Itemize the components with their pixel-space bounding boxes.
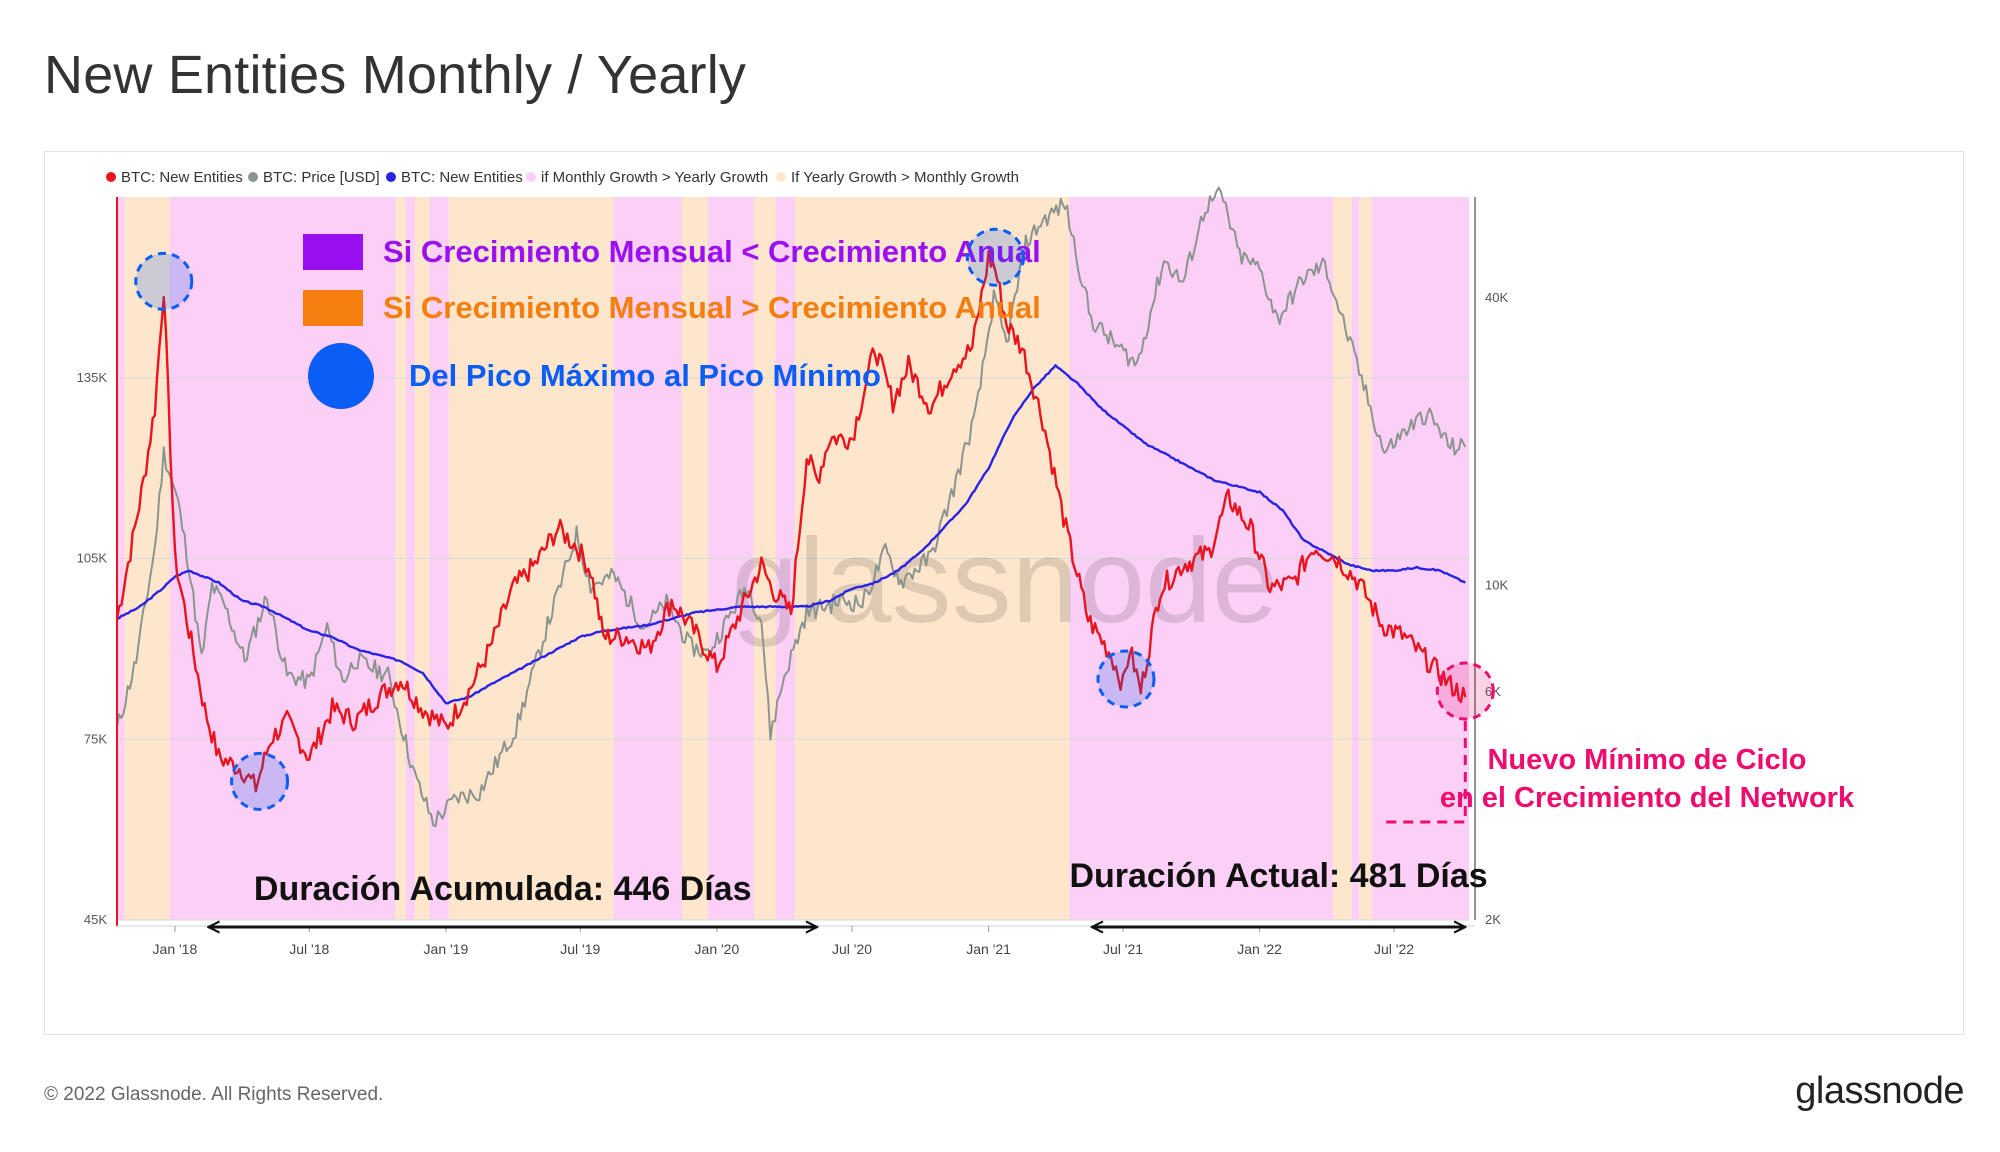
x-tick-label: Jul '19 — [560, 941, 600, 957]
chart-legend: BTC: New Entities BTC: Price [USD] BTC: Ne… — [106, 169, 1019, 186]
legend-label: BTC: Price [USD] — [263, 169, 380, 186]
legend-label: if Monthly Growth > Yearly Growth — [541, 169, 768, 186]
price-usd-line — [116, 186, 1467, 828]
legend-label: BTC: New Entities — [121, 169, 243, 186]
x-tick-label: Jan '21 — [966, 941, 1011, 957]
purple-legend-text: Si Crecimiento Mensual < Crecimiento Anu… — [383, 234, 1041, 269]
page-title: New Entities Monthly / Yearly — [44, 45, 747, 105]
copyright-text: © 2022 Glassnode. All Rights Reserved. — [44, 1084, 384, 1105]
legend-marker — [776, 172, 786, 182]
duration-label: Duración Acumulada: 446 Días — [254, 870, 752, 908]
x-tick-label: Jul '21 — [1103, 941, 1143, 957]
orange-swatch — [303, 290, 363, 326]
cycle-low-connector — [1383, 721, 1467, 824]
annotations: Si Crecimiento Mensual < Crecimiento Anu… — [134, 227, 1855, 927]
y-left-tick-label: 105K — [77, 551, 108, 566]
chart-svg: glassnode 45K75K105K135K2K6K10K40KJan '1… — [77, 169, 1855, 957]
blue-dot-swatch — [308, 343, 374, 409]
x-tick-label: Jan '18 — [153, 941, 198, 957]
purple-swatch — [303, 234, 363, 270]
legend-marker — [526, 172, 536, 182]
x-tick-label: Jan '19 — [424, 941, 469, 957]
y-left-tick-label: 45K — [84, 912, 107, 927]
orange-legend-text: Si Crecimiento Mensual > Crecimiento Anu… — [383, 290, 1041, 325]
legend-entry: if Monthly Growth > Yearly Growth — [526, 169, 768, 186]
trough-circle — [230, 751, 290, 811]
legend-entry: BTC: New Entities — [106, 169, 243, 186]
cycle-low-note-line-1: Nuevo Mínimo de Ciclo — [1487, 744, 1806, 776]
y-left-tick-label: 135K — [77, 370, 108, 385]
blue-legend-text: Del Pico Máximo al Pico Mínimo — [409, 358, 881, 393]
x-tick-label: Jul '18 — [289, 941, 329, 957]
x-tick-label: Jul '22 — [1374, 941, 1414, 957]
new-entities-red-line — [115, 249, 1467, 793]
legend-marker — [386, 172, 396, 182]
y-left-tick-label: 75K — [84, 731, 107, 746]
y-right-tick-label: 2K — [1485, 912, 1501, 927]
peak-circle — [965, 227, 1025, 287]
series-lines — [115, 186, 1467, 828]
legend-entry: BTC: New Entities — [386, 169, 523, 186]
legend-entry: BTC: Price [USD] — [248, 169, 380, 186]
duration-label: Duración Actual: 481 Días — [1069, 857, 1487, 895]
x-tick-label: Jul '20 — [832, 941, 872, 957]
legend-marker — [106, 172, 116, 182]
legend-label: BTC: New Entities — [401, 169, 523, 186]
trough-circle — [1096, 649, 1156, 709]
x-tick-label: Jan '20 — [695, 941, 740, 957]
glassnode-logo: glassnode — [1795, 1070, 1964, 1112]
current-circle — [1435, 661, 1495, 721]
legend-label: If Yearly Growth > Monthly Growth — [791, 169, 1019, 186]
chart-container: glassnode 45K75K105K135K2K6K10K40KJan '1… — [44, 151, 1964, 1035]
cycle-low-note-line-2: en el Crecimiento del Network — [1440, 782, 1855, 814]
grid-lines — [117, 377, 1469, 921]
y-right-tick-label: 10K — [1485, 578, 1508, 593]
legend-marker — [248, 172, 258, 182]
y-right-tick-label: 40K — [1485, 290, 1508, 305]
legend-entry: If Yearly Growth > Monthly Growth — [776, 169, 1019, 186]
peak-circle — [134, 251, 194, 311]
watermark: glassnode — [731, 514, 1278, 648]
x-tick-label: Jan '22 — [1237, 941, 1282, 957]
